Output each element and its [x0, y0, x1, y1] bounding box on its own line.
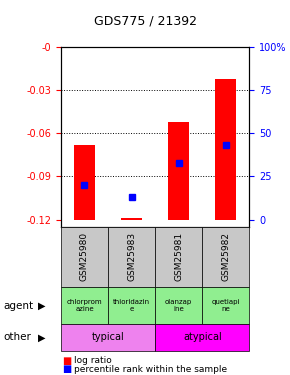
- Text: log ratio: log ratio: [74, 356, 112, 365]
- Bar: [108, 227, 155, 287]
- Text: GDS775 / 21392: GDS775 / 21392: [93, 14, 197, 27]
- Text: typical: typical: [92, 333, 124, 342]
- Text: GSM25982: GSM25982: [221, 232, 230, 281]
- Text: GSM25983: GSM25983: [127, 232, 136, 281]
- Bar: [168, 122, 189, 220]
- Text: thioridazin
e: thioridazin e: [113, 299, 150, 312]
- Bar: [121, 218, 142, 220]
- Text: chlorprom
azine: chlorprom azine: [67, 299, 102, 312]
- Text: percentile rank within the sample: percentile rank within the sample: [74, 365, 227, 374]
- Bar: [74, 145, 95, 220]
- Bar: [155, 287, 202, 324]
- Bar: [61, 287, 108, 324]
- Bar: [215, 78, 236, 220]
- Bar: [202, 227, 249, 287]
- Text: GSM25980: GSM25980: [80, 232, 89, 281]
- Text: agent: agent: [3, 301, 33, 310]
- Bar: [61, 227, 108, 287]
- Bar: [61, 324, 155, 351]
- Bar: [155, 324, 249, 351]
- Text: ▶: ▶: [38, 333, 46, 342]
- Text: ■: ■: [62, 364, 72, 374]
- Text: atypical: atypical: [183, 333, 222, 342]
- Text: ■: ■: [62, 356, 72, 366]
- Text: GSM25981: GSM25981: [174, 232, 183, 281]
- Bar: [202, 287, 249, 324]
- Bar: [155, 227, 202, 287]
- Text: ▶: ▶: [38, 301, 46, 310]
- Text: olanzap
ine: olanzap ine: [165, 299, 192, 312]
- Text: other: other: [3, 333, 31, 342]
- Bar: [108, 287, 155, 324]
- Text: quetiapi
ne: quetiapi ne: [212, 299, 240, 312]
